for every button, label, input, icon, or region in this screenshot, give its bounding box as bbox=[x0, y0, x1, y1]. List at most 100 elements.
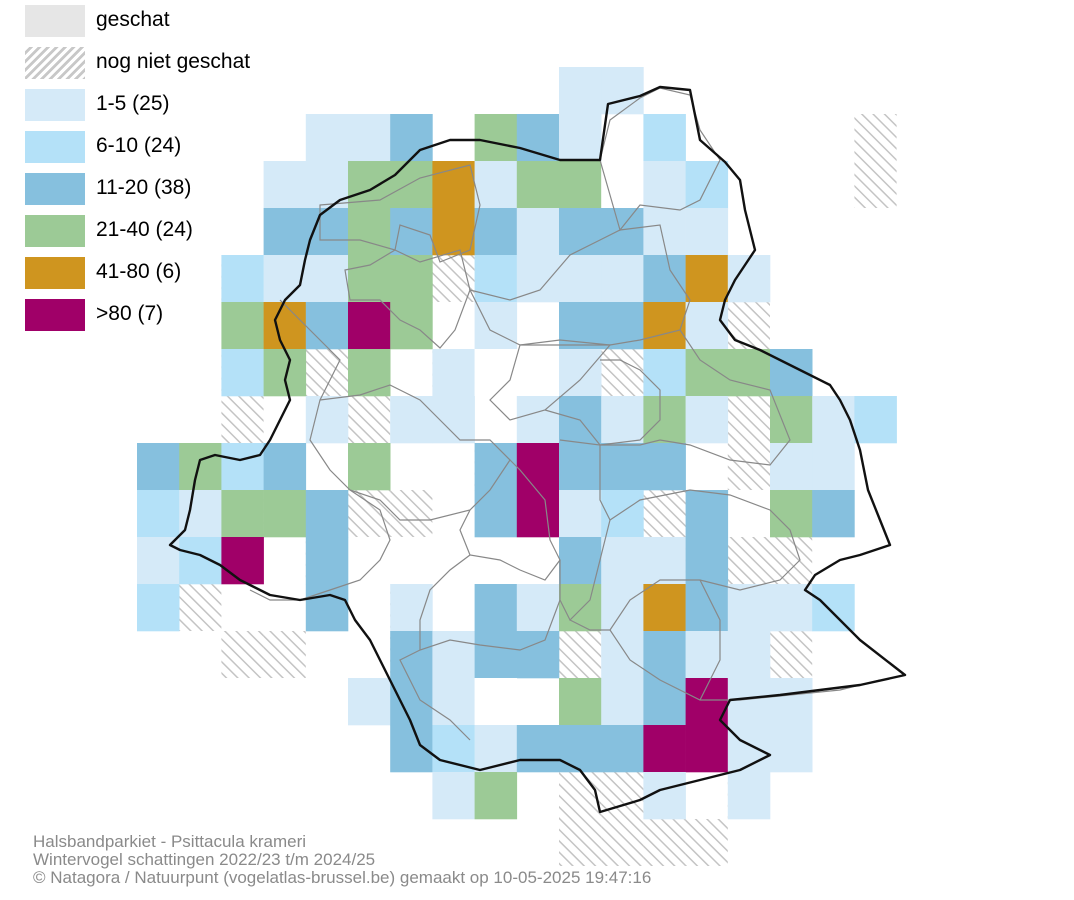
grid-cell bbox=[432, 396, 475, 444]
hatched-cell bbox=[348, 396, 391, 443]
grid-cell bbox=[348, 255, 391, 303]
grid-cell bbox=[559, 443, 602, 491]
grid-cell bbox=[432, 772, 475, 820]
grid-cell bbox=[559, 349, 602, 397]
grid-cell bbox=[601, 584, 644, 632]
grid-cell bbox=[770, 678, 813, 726]
grid-cell bbox=[812, 490, 855, 538]
legend-item: nog niet geschat bbox=[25, 47, 325, 79]
legend-swatch bbox=[25, 5, 85, 37]
grid-cell bbox=[559, 114, 602, 162]
legend-item: 41-80 (6) bbox=[25, 257, 325, 289]
grid-cell bbox=[854, 396, 897, 444]
grid-cell bbox=[601, 443, 644, 491]
caption-credits: © Natagora / Natuurpunt (vogelatlas-brus… bbox=[33, 868, 652, 887]
hatched-cell bbox=[643, 490, 686, 537]
legend-label: geschat bbox=[96, 8, 170, 31]
grid-cell bbox=[643, 396, 686, 444]
legend-swatch bbox=[25, 257, 85, 289]
grid-cell bbox=[643, 631, 686, 679]
legend-swatch bbox=[25, 299, 85, 331]
grid-cell bbox=[305, 584, 349, 632]
legend-label: >80 (7) bbox=[96, 302, 164, 325]
grid-cell bbox=[685, 396, 729, 444]
grid-cell bbox=[263, 161, 307, 209]
grid-cell bbox=[390, 114, 433, 162]
hatched-cell bbox=[854, 161, 897, 208]
grid-cell bbox=[685, 631, 729, 679]
grid-cell bbox=[685, 584, 729, 632]
legend-label: nog niet geschat bbox=[96, 50, 251, 73]
grid-cell bbox=[474, 161, 518, 209]
hatched-cell bbox=[601, 349, 644, 396]
grid-cell bbox=[643, 349, 686, 397]
grid-cell bbox=[727, 584, 771, 632]
hatched-cell bbox=[727, 537, 770, 584]
grid-cell bbox=[221, 255, 264, 303]
grid-cell bbox=[516, 631, 560, 679]
grid-cell bbox=[516, 255, 560, 303]
legend-label: 6-10 (24) bbox=[96, 134, 182, 157]
grid-cell bbox=[474, 490, 518, 538]
grid-cell bbox=[812, 396, 855, 444]
grid-cell bbox=[221, 302, 264, 350]
grid-cell bbox=[770, 725, 813, 773]
legend-item: 6-10 (24) bbox=[25, 131, 325, 163]
grid-cell bbox=[559, 161, 602, 209]
grid-cell bbox=[727, 678, 771, 726]
hatched-cell bbox=[348, 490, 391, 537]
grid-cell bbox=[390, 678, 433, 726]
grid-cell bbox=[179, 443, 222, 491]
hatched-cell bbox=[727, 396, 770, 443]
grid-cell bbox=[643, 443, 686, 491]
grid-cell bbox=[432, 349, 475, 397]
grid-cell bbox=[601, 678, 644, 726]
hatched-cell bbox=[559, 631, 602, 678]
grid-cell bbox=[305, 114, 349, 162]
grid-cell bbox=[643, 678, 686, 726]
grid-cell bbox=[474, 725, 518, 773]
grid-cell bbox=[685, 537, 729, 585]
grid-cell bbox=[390, 396, 433, 444]
grid-cell bbox=[559, 67, 602, 115]
grid-cell bbox=[559, 208, 602, 256]
hatched-cell bbox=[727, 302, 770, 349]
hatched-cell bbox=[305, 349, 348, 396]
grid-cell bbox=[643, 255, 686, 303]
hatched-cell bbox=[685, 819, 728, 866]
grid-cell bbox=[474, 772, 518, 820]
grid-cell bbox=[305, 255, 349, 303]
grid-cell bbox=[263, 443, 307, 491]
grid-cell bbox=[474, 302, 518, 350]
grid-cell bbox=[601, 631, 644, 679]
grid-cell bbox=[305, 396, 349, 444]
grid-cell bbox=[348, 208, 391, 256]
grid-cell bbox=[559, 584, 602, 632]
grid-cell bbox=[516, 584, 560, 632]
grid-cell bbox=[601, 255, 644, 303]
grid-cell bbox=[348, 443, 391, 491]
grid-cell bbox=[685, 255, 729, 303]
grid-cell bbox=[601, 725, 644, 773]
grid-cell bbox=[770, 584, 813, 632]
legend-swatch bbox=[25, 215, 85, 247]
grid-cell bbox=[263, 302, 307, 350]
caption-species: Halsbandparkiet - Psittacula krameri bbox=[33, 832, 307, 851]
legend-item: >80 (7) bbox=[25, 299, 325, 331]
grid-cell bbox=[137, 443, 180, 491]
hatched-cell bbox=[727, 443, 770, 490]
hatched-cell bbox=[770, 631, 813, 678]
grid-cell bbox=[601, 537, 644, 585]
legend-swatch bbox=[25, 173, 85, 205]
grid-cell bbox=[770, 490, 813, 538]
grid-cell bbox=[348, 678, 391, 726]
grid-cell bbox=[390, 584, 433, 632]
grid-cell bbox=[601, 161, 644, 209]
grid-cell bbox=[474, 349, 518, 397]
legend-label: 41-80 (6) bbox=[96, 260, 182, 283]
grid-cell bbox=[474, 114, 518, 162]
grid-cell bbox=[474, 584, 518, 632]
grid-cell bbox=[474, 443, 518, 491]
grid-cell bbox=[812, 443, 855, 491]
